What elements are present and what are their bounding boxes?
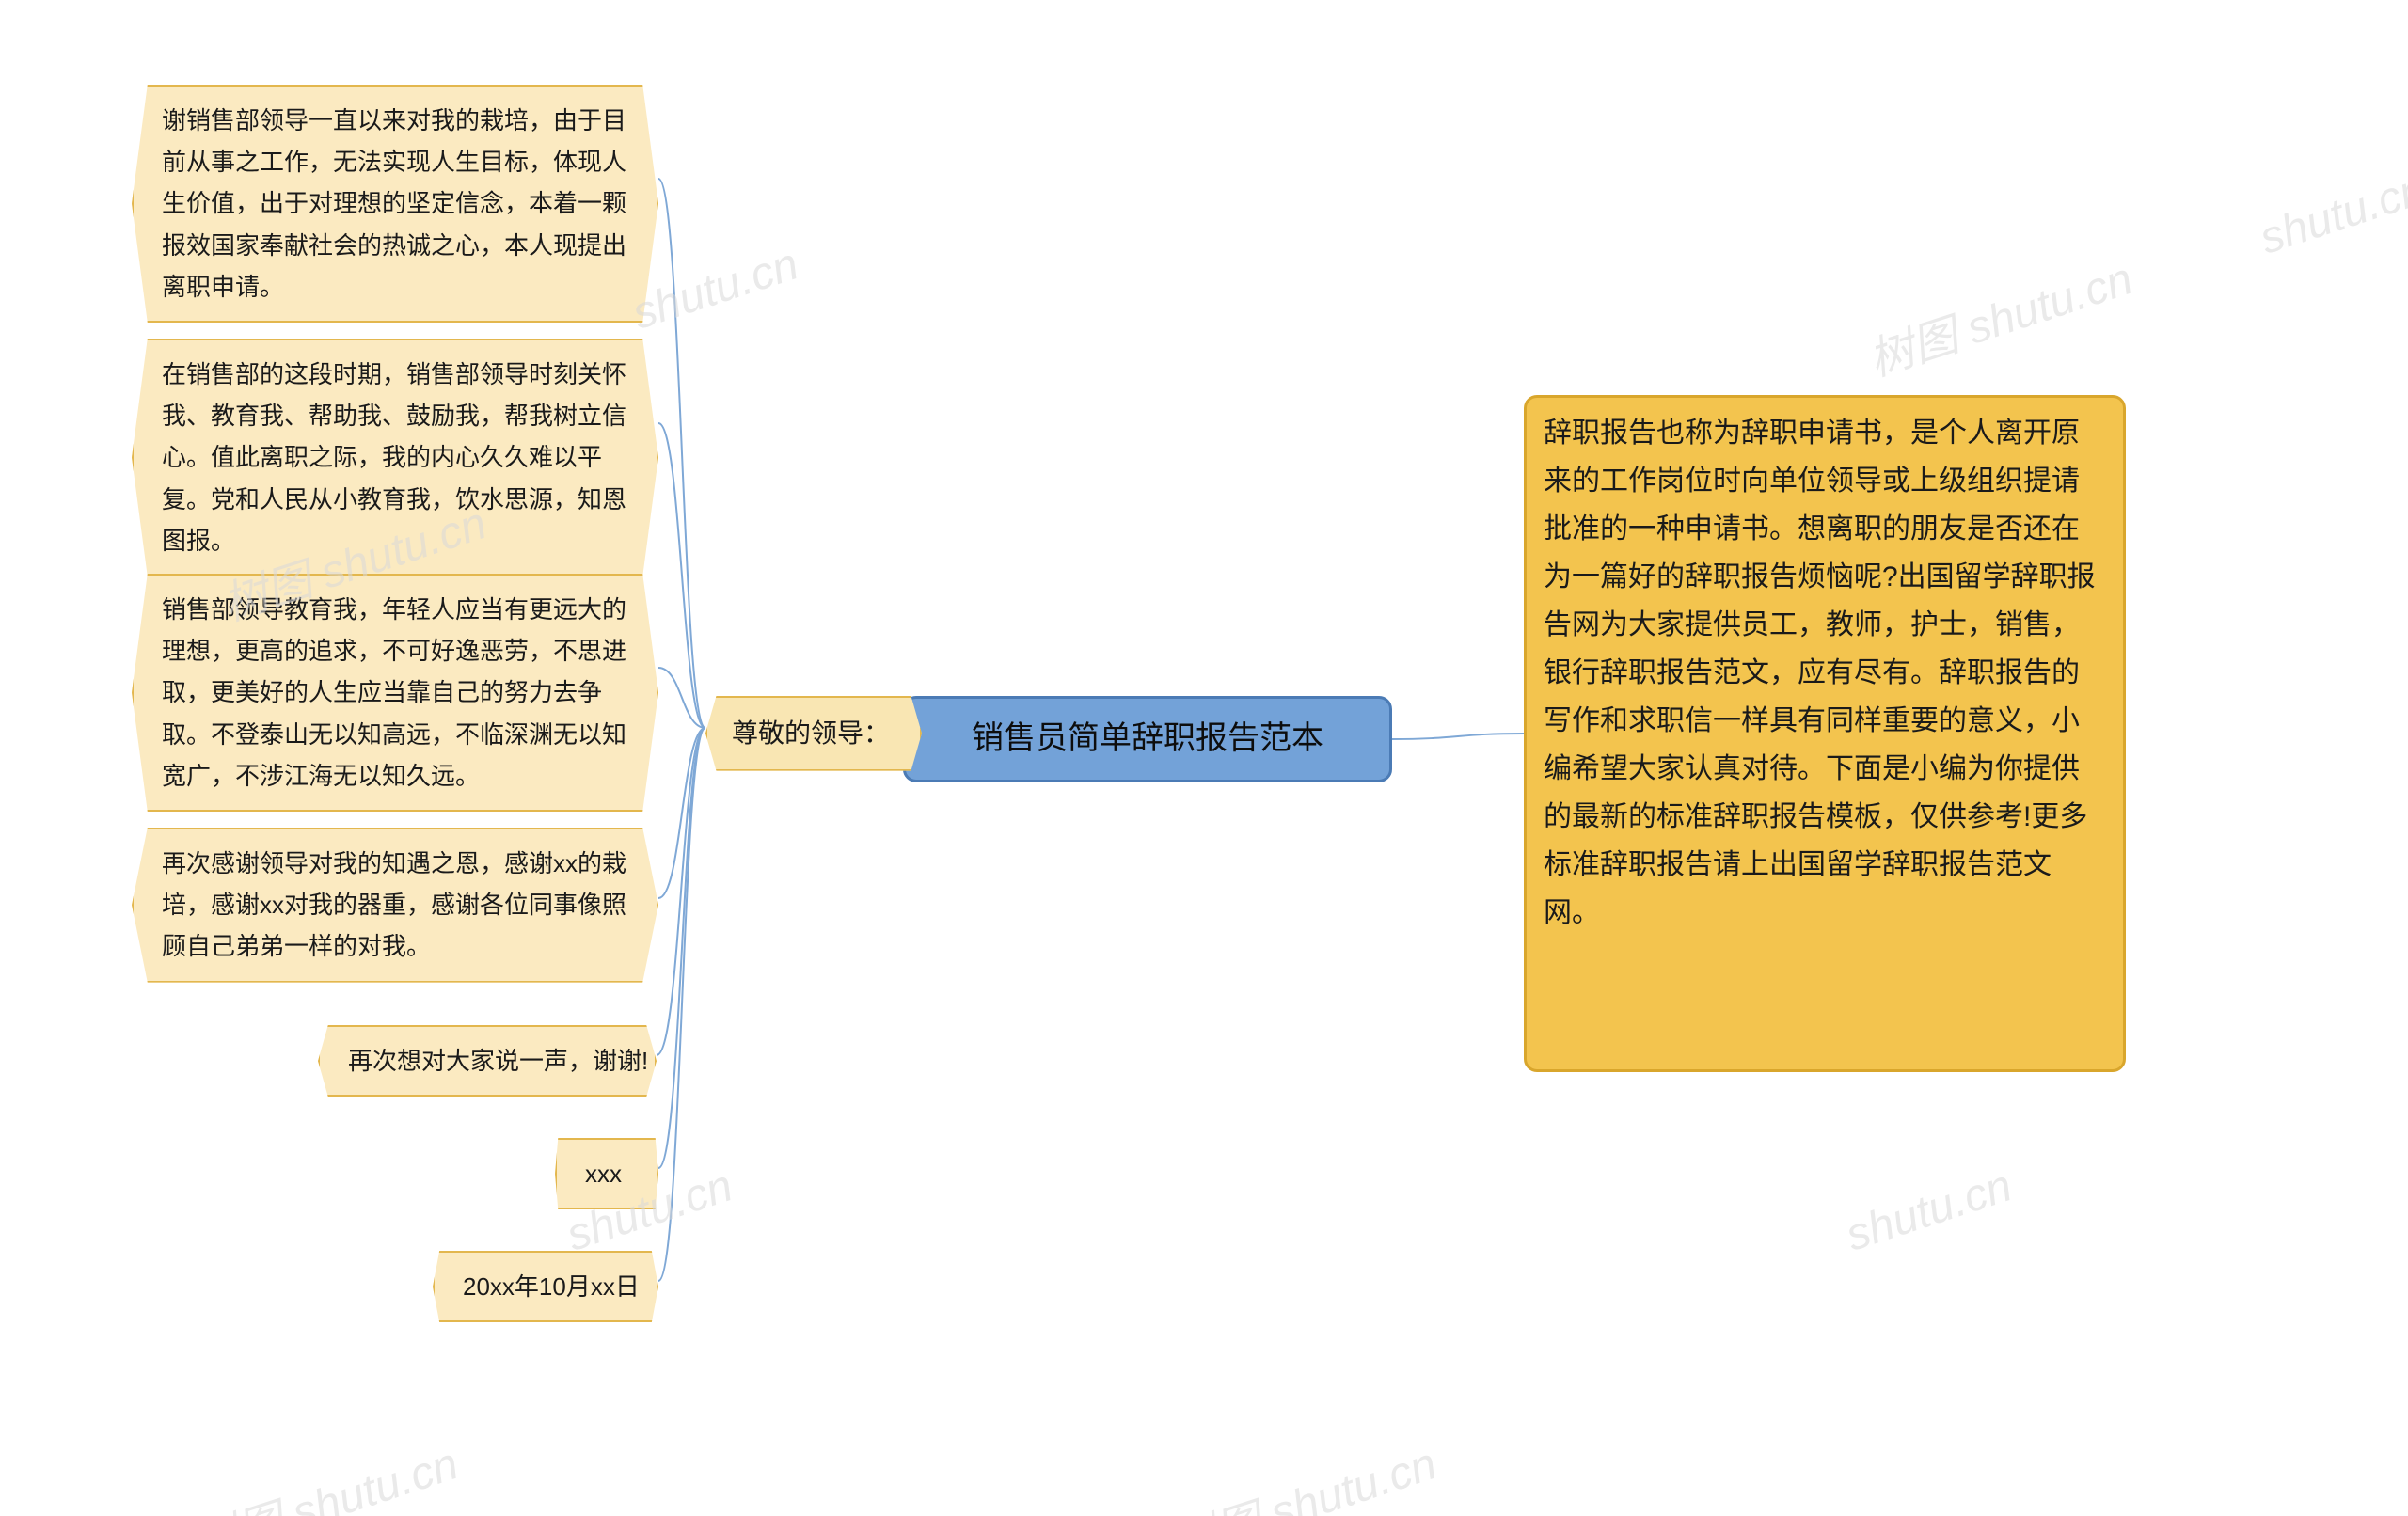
mindmap-leaf[interactable]: 20xx年10月xx日 — [433, 1251, 658, 1322]
watermark: shutu.cn — [2254, 163, 2408, 264]
mindmap-root[interactable]: 销售员简单辞职报告范本 — [903, 696, 1392, 782]
mindmap-description-text: 辞职报告也称为辞职申请书，是个人离开原来的工作岗位时向单位领导或上级组织提请批准… — [1544, 418, 2096, 928]
mindmap-leaf-text: 谢销售部领导一直以来对我的栽培，由于目前从事之工作，无法实现人生目标，体现人生价… — [162, 106, 626, 301]
watermark: 树图 shutu.cn — [1163, 1427, 1443, 1516]
mindmap-leaf-text: 再次想对大家说一声，谢谢! — [348, 1047, 648, 1075]
mindmap-leaf[interactable]: 在销售部的这段时期，销售部领导时刻关怀我、教育我、帮助我、鼓励我，帮我树立信心。… — [132, 339, 658, 576]
mindmap-leaf-text: 20xx年10月xx日 — [463, 1272, 640, 1301]
watermark: shutu.cn — [1840, 1160, 2019, 1261]
mindmap-leaf-text: 再次感谢领导对我的知遇之恩，感谢xx的栽培，感谢xx对我的器重，感谢各位同事像照… — [162, 849, 626, 960]
mindmap-leaf-text: 在销售部的这段时期，销售部领导时刻关怀我、教育我、帮助我、鼓励我，帮我树立信心。… — [162, 360, 626, 555]
mindmap-leaf-text: 销售部领导教育我，年轻人应当有更远大的理想，更高的追求，不可好逸恶劳，不思进取，… — [162, 595, 626, 790]
mindmap-leaf[interactable]: 销售部领导教育我，年轻人应当有更远大的理想，更高的追求，不可好逸恶劳，不思进取，… — [132, 574, 658, 812]
mindmap-branch-label: 尊敬的领导： — [732, 719, 890, 748]
mindmap-branch-description[interactable]: 辞职报告也称为辞职申请书，是个人离开原来的工作岗位时向单位领导或上级组织提请批准… — [1524, 395, 2126, 1072]
mindmap-leaf[interactable]: 谢销售部领导一直以来对我的栽培，由于目前从事之工作，无法实现人生目标，体现人生价… — [132, 85, 658, 323]
watermark: shutu.cn — [626, 238, 805, 340]
watermark: 树图 shutu.cn — [184, 1427, 465, 1516]
mindmap-leaf[interactable]: xxx — [555, 1138, 658, 1209]
mindmap-branch-salutation[interactable]: 尊敬的领导： — [705, 696, 922, 771]
mindmap-leaf[interactable]: 再次想对大家说一声，谢谢! — [318, 1025, 657, 1097]
mindmap-leaf-text: xxx — [585, 1160, 622, 1188]
mindmap-leaf[interactable]: 再次感谢领导对我的知遇之恩，感谢xx的栽培，感谢xx对我的器重，感谢各位同事像照… — [132, 828, 658, 983]
watermark: 树图 shutu.cn — [1859, 242, 2139, 388]
mindmap-root-label: 销售员简单辞职报告范本 — [972, 712, 1323, 766]
